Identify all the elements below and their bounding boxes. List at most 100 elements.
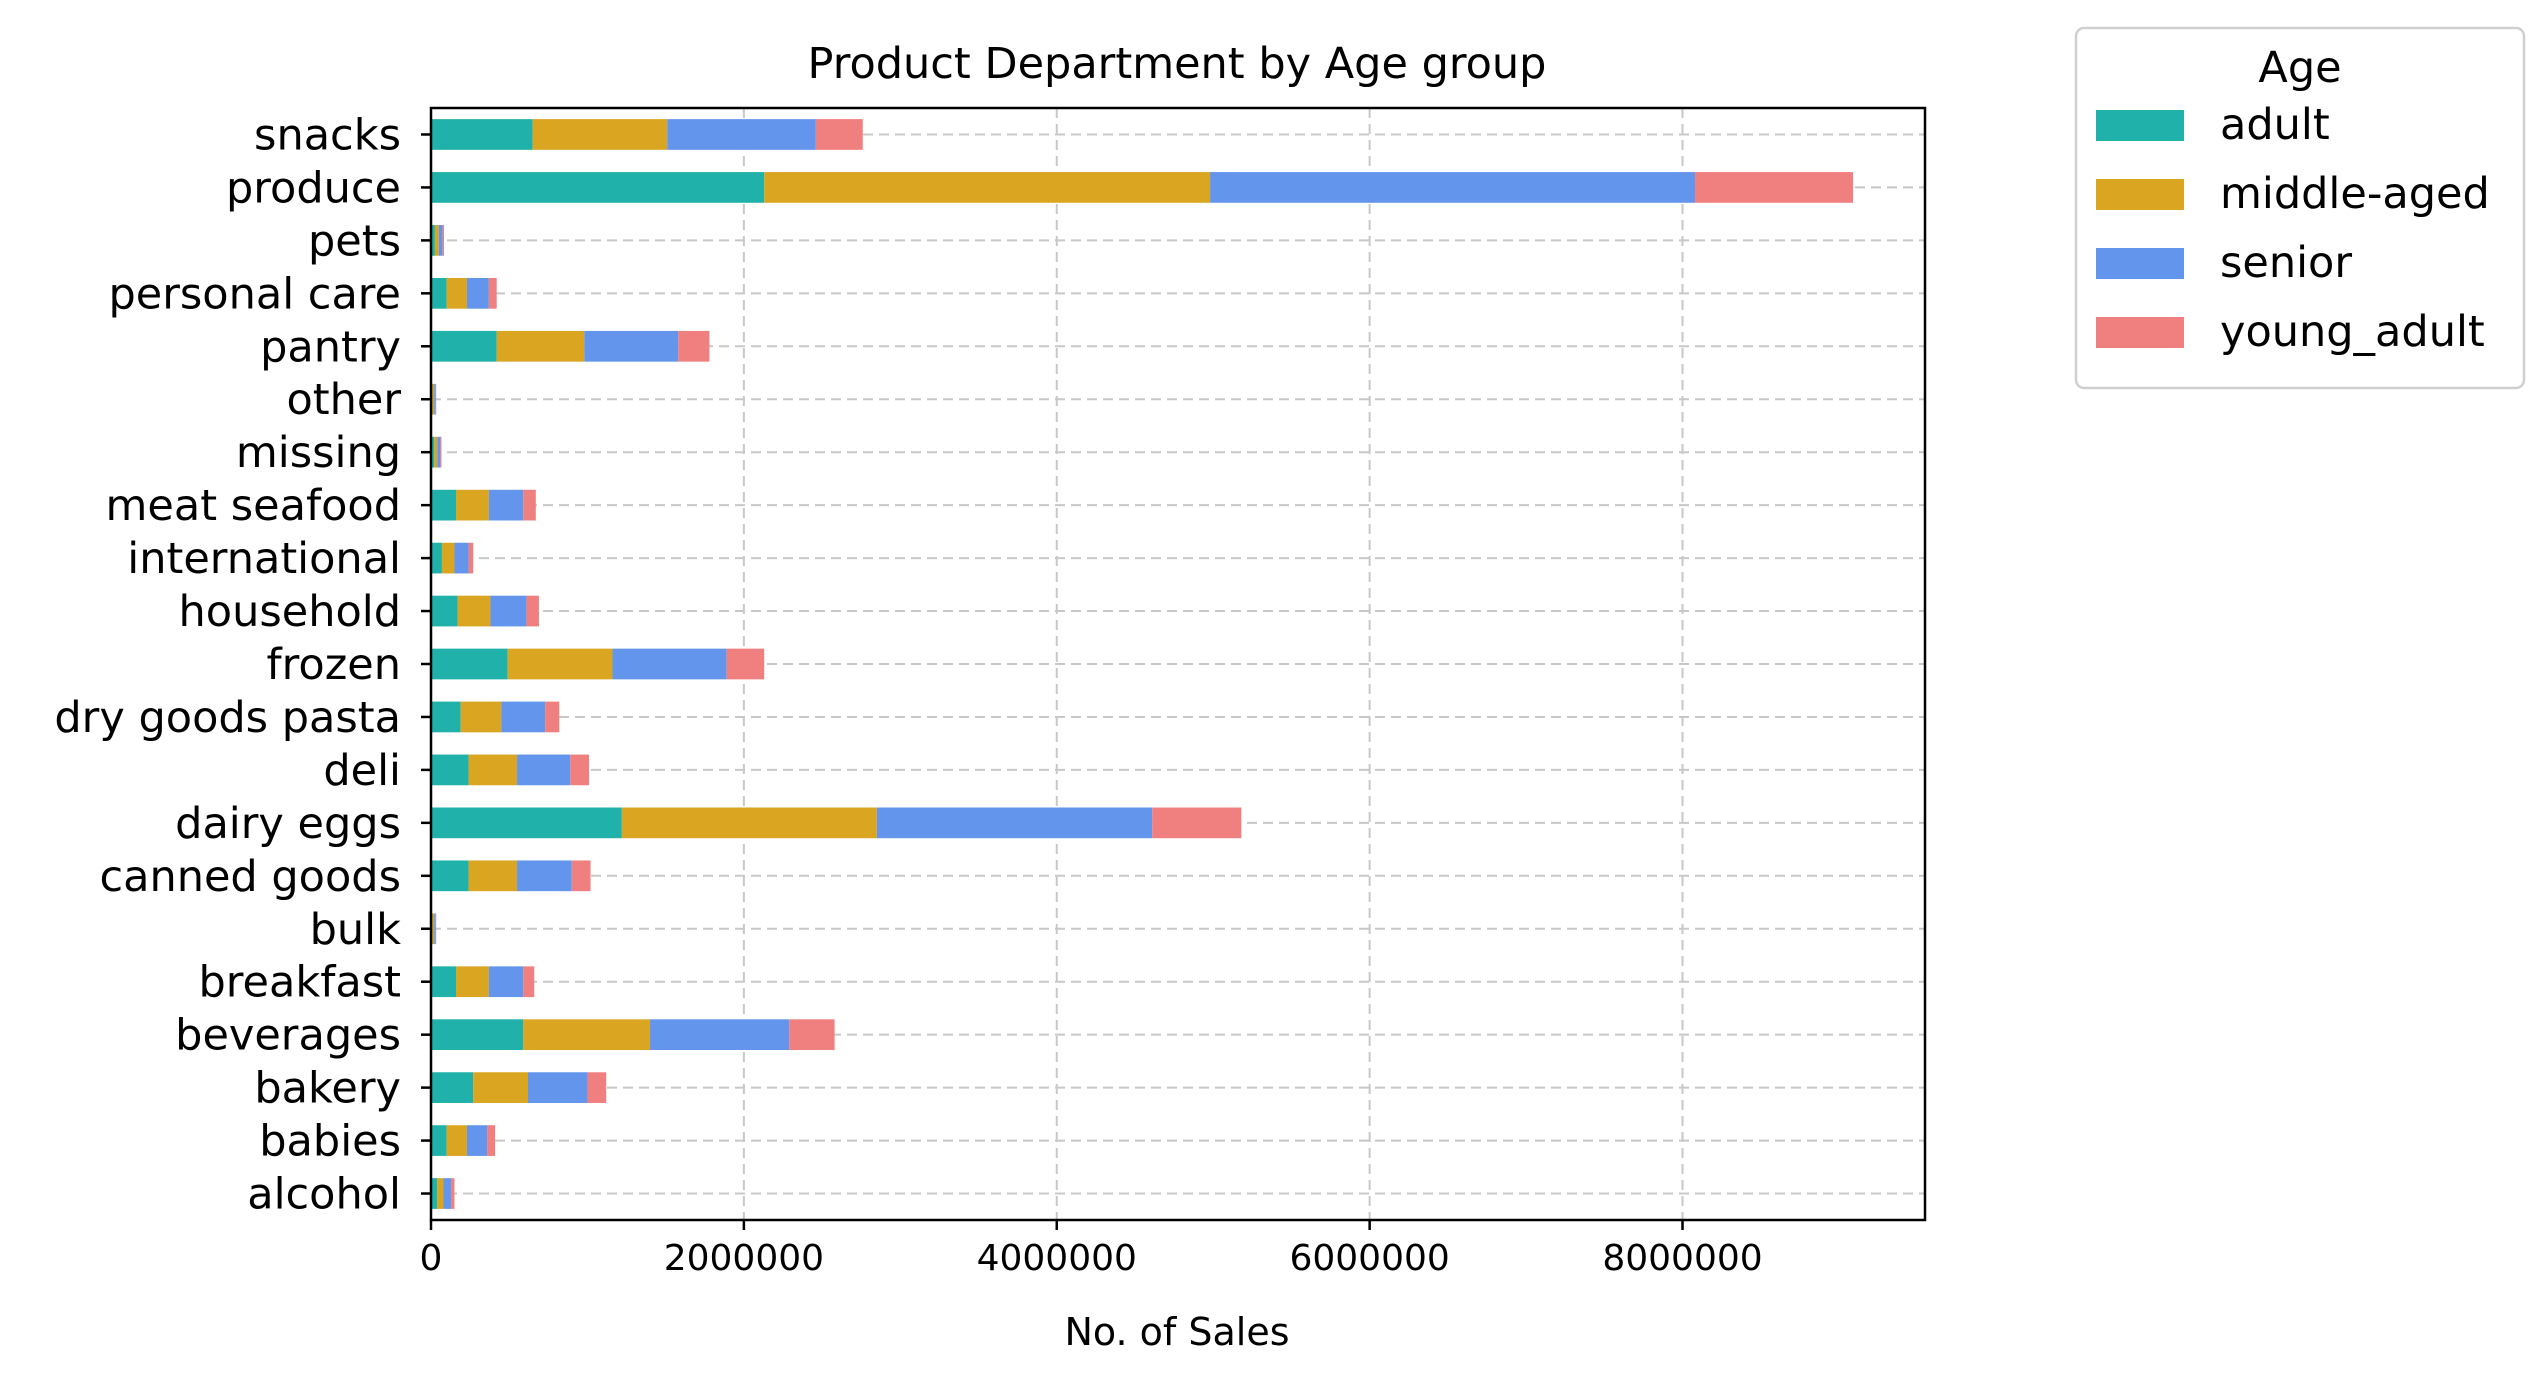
bar-segment-adult bbox=[431, 807, 622, 839]
bar-segment-senior bbox=[667, 119, 816, 150]
y-tick-label: deli bbox=[323, 746, 401, 796]
y-tick-label: dry goods pasta bbox=[54, 693, 401, 743]
bar-segment-middle-aged bbox=[457, 595, 491, 627]
legend-label: adult bbox=[2220, 100, 2330, 150]
bar-segment-senior bbox=[434, 913, 436, 945]
bar-segment-middle-aged bbox=[496, 330, 585, 362]
bar-segment-young-adult bbox=[523, 966, 535, 998]
bar-segment-middle-aged bbox=[432, 913, 435, 945]
bar-segment-middle-aged bbox=[446, 1125, 467, 1156]
legend: Age adult middle-aged senior young_adult bbox=[2074, 26, 2526, 390]
y-tick-label: personal care bbox=[108, 269, 401, 319]
bar-segment-senior bbox=[1210, 172, 1696, 203]
x-tick-label: 2000000 bbox=[664, 1238, 824, 1279]
bar-segment-young-adult bbox=[468, 542, 474, 574]
legend-box bbox=[2074, 26, 2526, 390]
bar-segment-senior bbox=[488, 489, 524, 521]
bar-segment-adult bbox=[431, 436, 435, 468]
bar-segment-middle-aged bbox=[507, 648, 613, 680]
bar-segment-adult bbox=[431, 119, 533, 150]
bar-segment-adult bbox=[431, 754, 469, 786]
y-tick-label: other bbox=[286, 375, 401, 425]
bar-segment-young-adult bbox=[815, 119, 863, 150]
y-tick-label: pantry bbox=[260, 322, 401, 372]
bar-segment-senior bbox=[466, 1125, 488, 1156]
bars bbox=[431, 119, 1854, 1209]
x-tick-label: 6000000 bbox=[1289, 1238, 1449, 1279]
bar-segment-young-adult bbox=[570, 754, 590, 786]
bar-segment-senior bbox=[438, 225, 443, 256]
y-tick-label: snacks bbox=[254, 110, 401, 160]
bar-segment-young-adult bbox=[442, 225, 444, 256]
bar-segment-middle-aged bbox=[523, 1019, 651, 1051]
bar-segment-senior bbox=[501, 701, 546, 733]
bar-segment-senior bbox=[517, 860, 572, 892]
bar-segment-middle-aged bbox=[446, 277, 467, 309]
bar-segment-young-adult bbox=[487, 1125, 496, 1156]
legend-label: middle-aged bbox=[2220, 169, 2490, 219]
bar-segment-adult bbox=[431, 172, 765, 203]
bar-segment-middle-aged bbox=[532, 119, 668, 150]
y-tick-label: frozen bbox=[267, 640, 401, 690]
legend-swatch bbox=[2096, 317, 2184, 348]
bar-segment-young-adult bbox=[440, 436, 442, 468]
bar-segment-middle-aged bbox=[441, 542, 455, 574]
bar-segment-adult bbox=[431, 1125, 447, 1156]
bar-segment-senior bbox=[454, 542, 469, 574]
y-tick-label: bakery bbox=[254, 1064, 401, 1114]
bar-segment-senior bbox=[650, 1019, 790, 1051]
legend-swatch bbox=[2096, 110, 2184, 141]
bar-segment-senior bbox=[527, 1072, 588, 1103]
x-tick-label: 4000000 bbox=[977, 1238, 1137, 1279]
bar-segment-middle-aged bbox=[432, 383, 435, 415]
bar-segment-middle-aged bbox=[456, 966, 489, 998]
bar-segment-middle-aged bbox=[456, 489, 489, 521]
bar-segment-adult bbox=[431, 860, 469, 892]
bar-segment-adult bbox=[431, 225, 435, 256]
bar-segment-adult bbox=[431, 277, 447, 309]
bar-segment-middle-aged bbox=[434, 225, 439, 256]
bar-segment-senior bbox=[876, 807, 1153, 839]
bar-segment-young-adult bbox=[1695, 172, 1854, 203]
legend-label: senior bbox=[2220, 238, 2352, 288]
bar-segment-young-adult bbox=[523, 489, 536, 521]
bar-segment-senior bbox=[434, 383, 436, 415]
y-tick-label: missing bbox=[236, 428, 401, 478]
bar-segment-young-adult bbox=[726, 648, 765, 680]
bar-segment-senior bbox=[490, 595, 527, 627]
bar-segment-young-adult bbox=[571, 860, 591, 892]
y-tick-label: produce bbox=[226, 163, 401, 213]
bar-segment-middle-aged bbox=[468, 754, 518, 786]
legend-swatch bbox=[2096, 179, 2184, 210]
bar-segment-adult bbox=[431, 648, 508, 680]
bar-segment-adult bbox=[431, 330, 497, 362]
bar-segment-middle-aged bbox=[473, 1072, 528, 1103]
bar-segment-adult bbox=[431, 701, 461, 733]
bar-segment-adult bbox=[431, 489, 457, 521]
bar-segment-senior bbox=[437, 436, 441, 468]
bar-segment-adult bbox=[431, 595, 458, 627]
y-tick-label: pets bbox=[308, 216, 401, 266]
bar-segment-adult bbox=[431, 1072, 474, 1103]
bar-segment-middle-aged bbox=[621, 807, 877, 839]
bar-segment-young-adult bbox=[451, 1178, 455, 1209]
bar-segment-adult bbox=[431, 1019, 524, 1051]
bar-segment-middle-aged bbox=[764, 172, 1211, 203]
bar-segment-young-adult bbox=[789, 1019, 835, 1051]
y-tick-label: international bbox=[127, 534, 401, 584]
axis-ticks: 0 2000000 4000000 6000000 8000000 snacksprodu… bbox=[54, 110, 1762, 1279]
legend-label: young_adult bbox=[2220, 307, 2485, 357]
bar-segment-senior bbox=[612, 648, 727, 680]
bar-segment-senior bbox=[584, 330, 679, 362]
bar-segment-young-adult bbox=[545, 701, 560, 733]
y-tick-label: canned goods bbox=[99, 852, 401, 902]
legend-swatch bbox=[2096, 248, 2184, 279]
bar-segment-adult bbox=[431, 966, 457, 998]
bar-segment-middle-aged bbox=[468, 860, 518, 892]
y-tick-label: dairy eggs bbox=[175, 799, 401, 849]
chart-title: Product Department by Age group bbox=[808, 39, 1547, 89]
y-tick-label: beverages bbox=[175, 1011, 401, 1061]
bar-segment-senior bbox=[517, 754, 571, 786]
bar-segment-young-adult bbox=[488, 277, 497, 309]
